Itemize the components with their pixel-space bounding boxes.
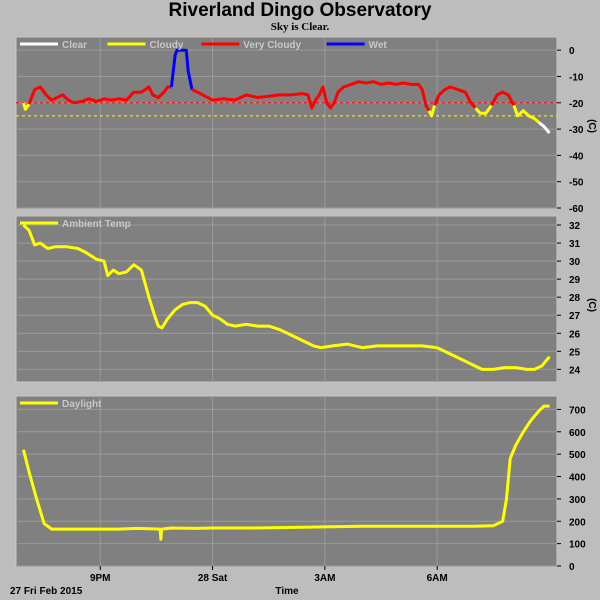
y-tick-label: 32	[569, 221, 581, 232]
series-line-very-cloudy	[490, 90, 516, 107]
page-title: Riverland Dingo Observatory	[168, 0, 432, 21]
series-line-cloudy	[512, 104, 540, 124]
y-tick-label: 27	[569, 311, 581, 322]
time-axis-label: Time	[275, 586, 299, 597]
legend-label: Ambient Temp	[62, 219, 131, 230]
legend-label: Very Cloudy	[243, 40, 301, 51]
y-tick-label: 26	[569, 329, 581, 340]
series-line-daylight	[22, 404, 550, 541]
series-line-wet	[169, 48, 194, 90]
y-tick-label: 300	[569, 495, 586, 506]
ambient-panel	[15, 215, 558, 383]
y-tick-label: 600	[569, 428, 586, 439]
series-line-clear	[538, 121, 551, 134]
y-tick-label: 24	[569, 365, 581, 376]
series-line-cloudy	[22, 102, 31, 111]
legend-label: Wet	[369, 40, 388, 51]
y-tick-label: -40	[569, 151, 584, 162]
legend-label: Cloudy	[150, 40, 184, 51]
x-tick-label: 9PM	[90, 573, 111, 584]
y-tick-label: 31	[569, 239, 581, 250]
y-tick-label: 700	[569, 405, 586, 416]
x-tick-label: 3AM	[314, 573, 335, 584]
y-tick-label: 30	[569, 257, 581, 268]
y-tick-label: 25	[569, 347, 581, 358]
x-tick-label: 6AM	[427, 573, 448, 584]
sky-panel	[15, 36, 558, 209]
series-line-ambient-temp	[22, 223, 551, 371]
sky-status: Sky is Clear.	[270, 21, 330, 33]
y-tick-label: 29	[569, 275, 581, 286]
y-tick-label: 200	[569, 517, 586, 528]
series-line-cloudy	[427, 104, 437, 118]
series-line-very-cloudy	[27, 85, 172, 105]
legend-label: Daylight	[62, 399, 102, 410]
y-tick-label: 0	[569, 562, 575, 573]
series-line-very-cloudy	[191, 80, 431, 112]
series-line-very-cloudy	[433, 85, 477, 109]
y-tick-label: 500	[569, 450, 586, 461]
y-tick-label: 100	[569, 540, 586, 551]
x-tick-label: 28 Sat	[198, 573, 228, 584]
y-tick-label: -10	[569, 72, 584, 83]
y-tick-label: 400	[569, 473, 586, 484]
y-tick-label: -60	[569, 204, 584, 215]
y-tick-label: 28	[569, 293, 581, 304]
legend-label: Clear	[62, 40, 87, 51]
date-label: 27 Fri Feb 2015	[10, 586, 83, 597]
series-line-cloudy	[474, 104, 493, 115]
ambient-ylabel: (C)	[586, 298, 597, 312]
daylight-panel	[15, 395, 558, 567]
y-tick-label: 0	[569, 46, 575, 57]
sky-ylabel: (C)	[586, 119, 597, 133]
y-tick-label: -20	[569, 99, 584, 110]
y-tick-label: -50	[569, 178, 584, 189]
y-tick-label: -30	[569, 125, 584, 136]
